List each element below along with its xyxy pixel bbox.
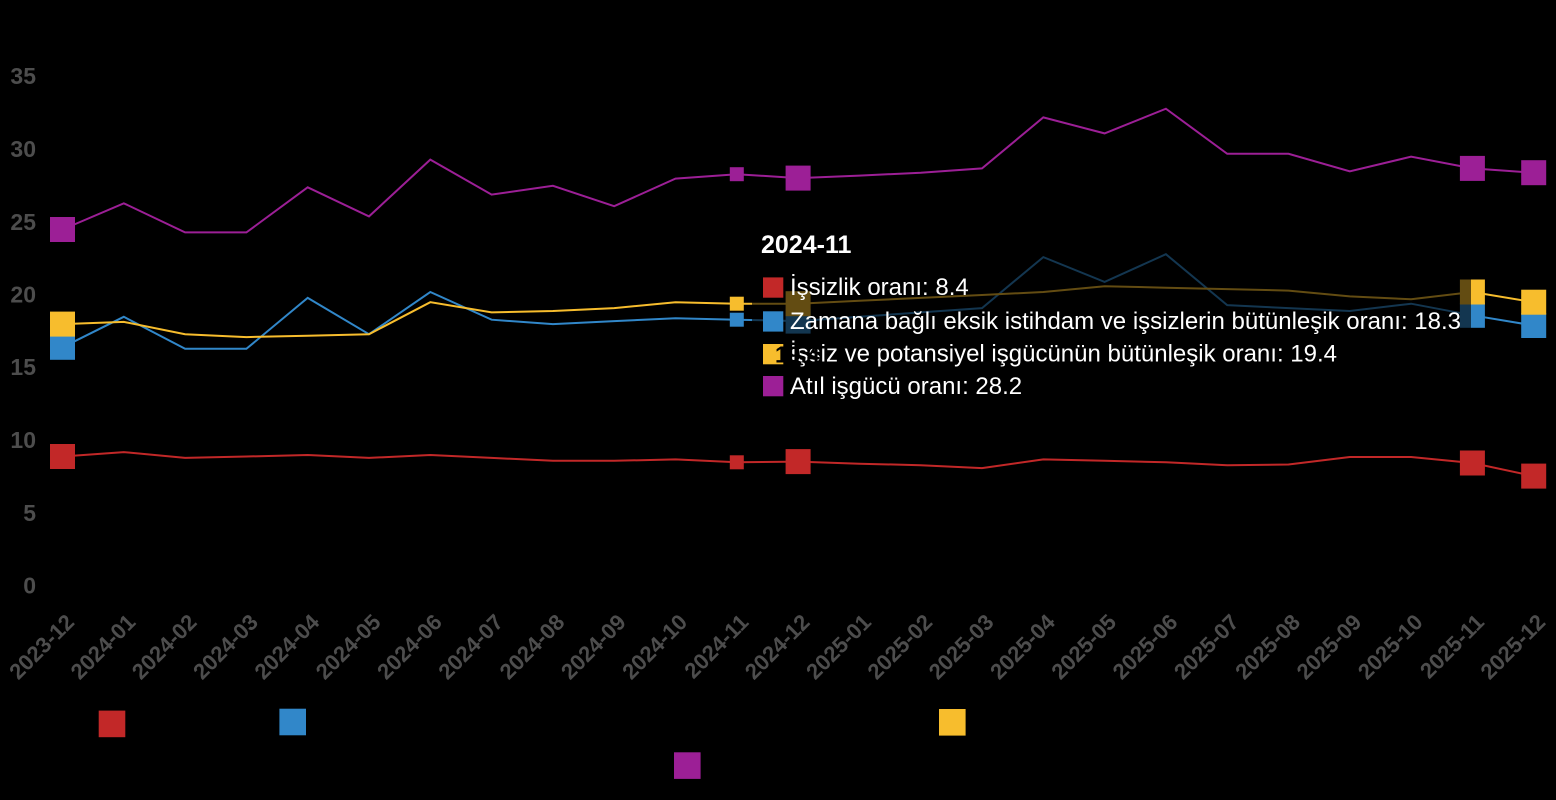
svg-text:İşsiz ve potansiyel işgücünün: İşsiz ve potansiyel işgücünün bütünleşik… [790,341,1337,368]
svg-text:2024-11: 2024-11 [761,231,851,259]
svg-text:10: 10 [10,427,36,453]
svg-text:30: 30 [10,136,36,162]
svg-text:20: 20 [10,282,36,308]
svg-text:İşsizlik oranı: 8.4: İşsizlik oranı: 8.4 [790,274,969,301]
svg-text:19.4: 19.4 [775,342,820,368]
svg-text:Atıl işgücü oranı: 28.2: Atıl işgücü oranı: 28.2 [790,373,1022,400]
svg-text:25: 25 [10,209,36,235]
svg-text:35: 35 [10,63,36,89]
svg-text:5: 5 [23,500,36,526]
svg-text:Zamana bağlı eksik istihdam ve: Zamana bağlı eksik istihdam ve işsizleri… [790,308,1461,335]
svg-text:0: 0 [23,573,36,599]
svg-text:15: 15 [10,354,36,380]
